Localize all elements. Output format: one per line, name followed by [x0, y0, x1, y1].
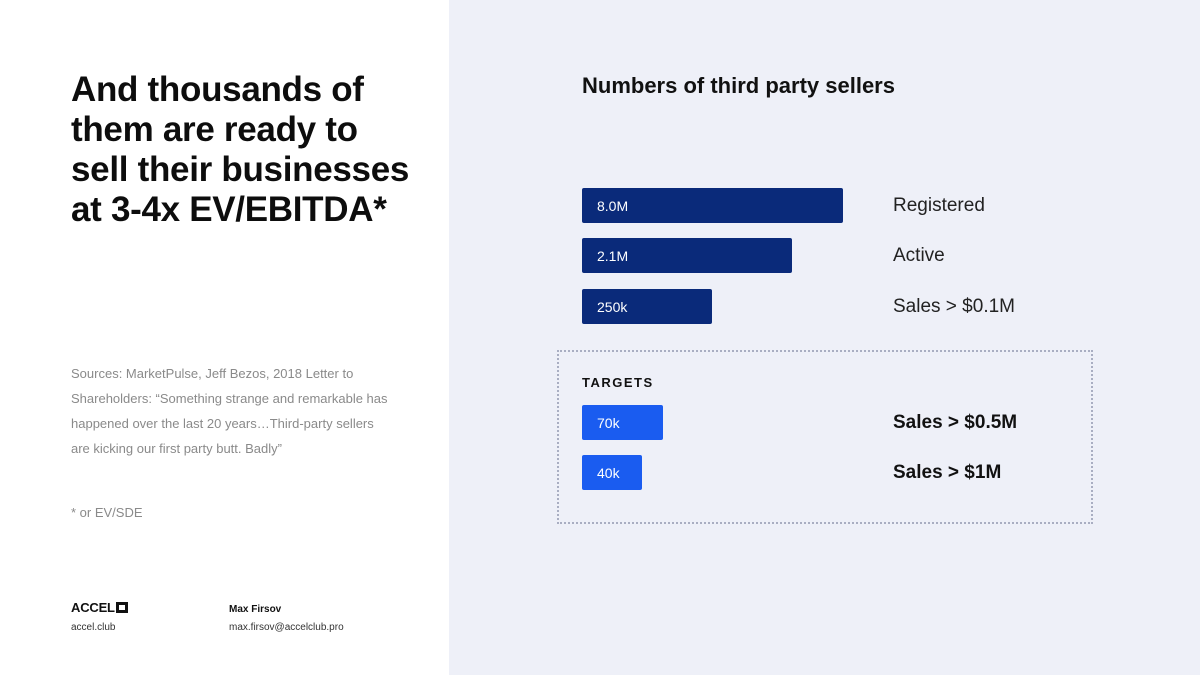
bar-value-label: 8.0M: [597, 197, 629, 214]
brand-name: ACCEL: [71, 600, 115, 615]
bar-value-label: 70k: [597, 414, 620, 431]
targets-group-box: [557, 350, 1093, 524]
bar-4: 40k: [582, 455, 642, 490]
headline: And thousands of them are ready to sell …: [71, 70, 410, 229]
bar-2: 250k: [582, 289, 712, 324]
brand-logo: ACCEL: [71, 600, 128, 615]
brand-url: accel.club: [71, 622, 116, 633]
bar-0: 8.0M: [582, 188, 843, 223]
bar-category-label: Sales > $0.5M: [893, 412, 1018, 433]
logo-square-icon: [115, 602, 128, 613]
author-name: Max Firsov: [229, 604, 282, 615]
bar-category-label: Sales > $0.1M: [893, 296, 1015, 317]
bar-value-label: 2.1M: [597, 247, 629, 264]
bar-category-label: Active: [893, 245, 945, 266]
bar-value-label: 40k: [597, 464, 620, 481]
chart-title: Numbers of third party sellers: [582, 73, 895, 98]
bar-category-label: Sales > $1M: [893, 462, 1002, 483]
bar-3: 70k: [582, 405, 663, 440]
footnote: * or EV/SDE: [71, 505, 143, 520]
right-panel: [449, 0, 1200, 675]
sources-text: Sources: MarketPulse, Jeff Bezos, 2018 L…: [71, 366, 388, 456]
left-panel: [0, 0, 449, 675]
bar-category-label: Registered: [893, 195, 985, 216]
bar-1: 2.1M: [582, 238, 792, 273]
bar-value-label: 250k: [597, 298, 628, 315]
author-email: max.firsov@accelclub.pro: [229, 622, 344, 633]
targets-label: TARGETS: [582, 375, 654, 390]
